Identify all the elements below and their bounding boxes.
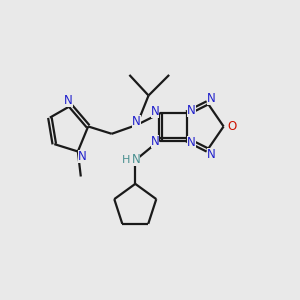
Text: N: N	[151, 135, 159, 148]
Text: N: N	[151, 105, 159, 118]
Text: N: N	[131, 153, 140, 166]
Text: O: O	[228, 120, 237, 133]
Text: N: N	[207, 92, 215, 105]
Text: N: N	[187, 104, 196, 117]
Text: N: N	[132, 115, 140, 128]
Text: N: N	[64, 94, 73, 107]
Text: N: N	[207, 148, 215, 160]
Text: N: N	[187, 136, 196, 148]
Text: H: H	[122, 155, 130, 165]
Text: N: N	[78, 150, 87, 163]
